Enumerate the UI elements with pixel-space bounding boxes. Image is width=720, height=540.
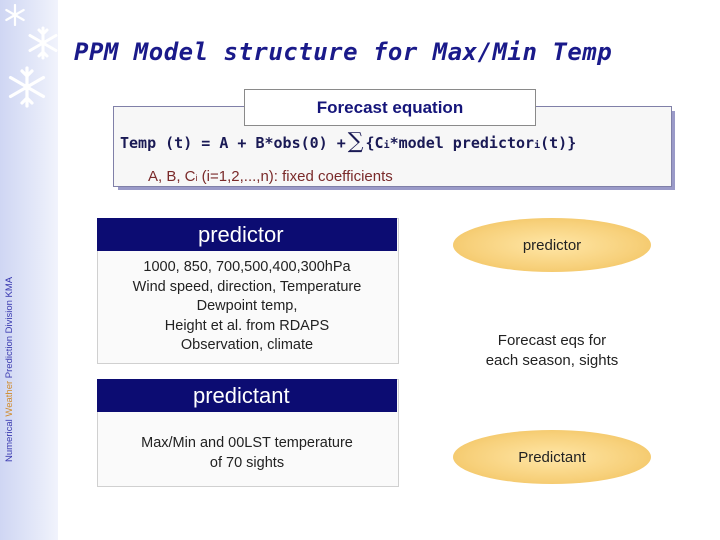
sidebar-caption-part3: Prediction Division KMA	[4, 276, 15, 381]
page-title: PPM Model structure for Max/Min Temp	[74, 38, 613, 66]
predictor-ellipse-label: predictor	[522, 236, 582, 254]
snowflake-icon	[28, 26, 58, 60]
equation-part3: *model predictor	[389, 134, 535, 152]
predictand-text: Max/Min and 00LST temperature of 70 sigh…	[141, 435, 353, 471]
predictor-header: predictor	[97, 218, 397, 251]
equation-part4: (t)}	[540, 134, 577, 152]
predictant-ellipse: Predictant	[453, 430, 651, 484]
predictand-header-label: predictant	[193, 383, 290, 408]
predictant-ellipse-label: Predictant	[518, 448, 586, 466]
forecast-eqs-text: Forecast eqs for each season, sights	[485, 332, 619, 369]
coef-part1: A, B, C	[148, 168, 196, 185]
sidebar-caption-part2: Weather	[4, 381, 15, 417]
predictor-header-label: predictor	[198, 222, 284, 247]
equation-subscript: i	[534, 140, 541, 151]
sigma-symbol: ∑	[347, 129, 364, 154]
sidebar-band: Numerical Weather Prediction Division KM…	[0, 0, 58, 540]
sidebar-caption-part1: Numerical	[4, 417, 15, 462]
predictor-text: 1000, 850, 700,500,400,300hPa Wind speed…	[132, 259, 362, 353]
snowflake-icon	[5, 4, 25, 26]
snowflake-icon	[8, 66, 46, 108]
predictor-ellipse: predictor	[453, 218, 651, 272]
forecast-equation-label: Forecast equation	[244, 89, 536, 126]
equation-subscript: i	[383, 140, 390, 151]
coefficients-note: A, B, Ci (i=1,2,...,n): fixed coefficien…	[148, 168, 393, 185]
forecast-equation: Temp (t) = A + B*obs(0) +∑ {Ci*model pred…	[120, 129, 670, 158]
equation-part2: {C	[365, 134, 384, 152]
coef-part2: (i=1,2,...,n): fixed coefficients	[197, 168, 393, 185]
predictand-header: predictant	[97, 379, 397, 412]
svg-text:Numerical Weather Prediction D: Numerical Weather Prediction Division KM…	[4, 276, 15, 462]
equation-part1: Temp (t) = A + B*obs(0) +	[120, 134, 346, 152]
sidebar-caption: Numerical Weather Prediction Division KM…	[0, 226, 16, 462]
coef-subscript: i	[195, 173, 198, 183]
